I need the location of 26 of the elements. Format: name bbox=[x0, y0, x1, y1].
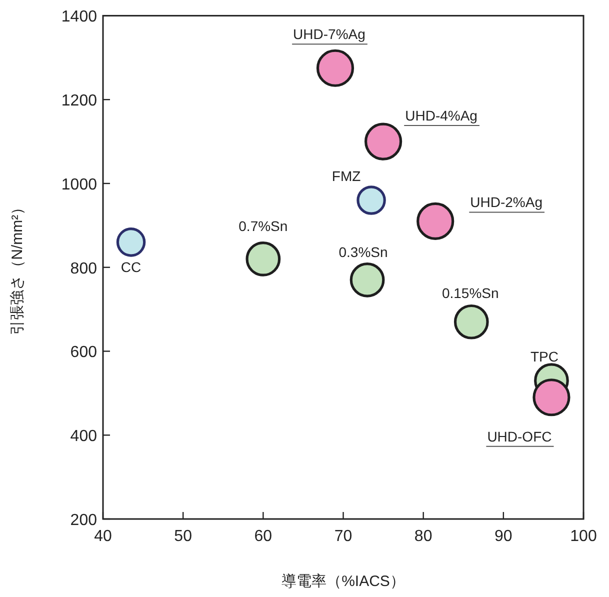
y-tick-label: 800 bbox=[70, 260, 98, 278]
x-tick-label: 60 bbox=[254, 528, 272, 545]
annotation: UHD-OFC bbox=[487, 428, 552, 444]
annotation: TPC bbox=[530, 348, 558, 365]
y-tick-label: 1200 bbox=[61, 92, 98, 110]
x-tick-label: 40 bbox=[94, 528, 112, 545]
annotation: FMZ bbox=[332, 168, 362, 184]
x-tick-label: 70 bbox=[334, 528, 352, 545]
y-tick-label: 400 bbox=[70, 428, 98, 446]
annotation: 0.15%Sn bbox=[442, 284, 499, 301]
annotation: 0.3%Sn bbox=[338, 244, 388, 260]
annotation: UHD-2%Ag bbox=[470, 194, 543, 210]
annotation: UHD-7%Ag bbox=[293, 26, 366, 42]
annotation: 0.7%Sn bbox=[238, 218, 288, 234]
annotation: UHD-4%Ag bbox=[405, 108, 478, 124]
x-tick-label: 50 bbox=[174, 528, 192, 545]
y-tick-label: 200 bbox=[70, 512, 98, 529]
x-tick-label: 80 bbox=[414, 528, 432, 545]
y-axis-title: 引張強さ（N/mm²） bbox=[9, 200, 26, 335]
x-tick-label: 100 bbox=[570, 528, 597, 545]
y-tick-label: 1400 bbox=[61, 8, 98, 26]
x-axis-title: 導電率（%IACS） bbox=[282, 573, 405, 590]
y-tick-label: 1000 bbox=[61, 176, 98, 194]
annotation: CC bbox=[120, 259, 142, 276]
y-tick-label: 600 bbox=[70, 344, 98, 362]
x-tick-label: 90 bbox=[494, 528, 512, 545]
